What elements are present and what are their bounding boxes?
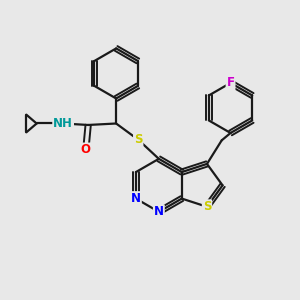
- Text: NH: NH: [53, 117, 73, 130]
- Text: S: S: [203, 200, 211, 213]
- Text: F: F: [226, 76, 235, 89]
- Text: N: N: [131, 192, 141, 205]
- Text: S: S: [134, 133, 142, 146]
- Text: O: O: [81, 143, 91, 157]
- Text: N: N: [154, 205, 164, 218]
